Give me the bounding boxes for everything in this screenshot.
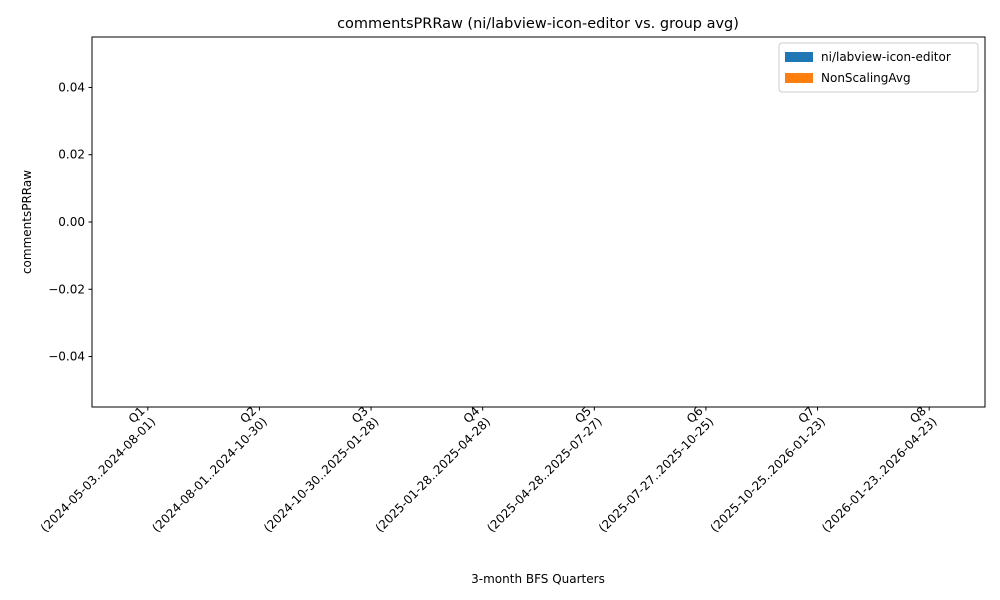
legend-entry-label: ni/labview-icon-editor <box>821 50 951 64</box>
y-tick-label: 0.00 <box>58 215 85 229</box>
chart-title: commentsPRRaw (ni/labview-icon-editor vs… <box>337 16 739 32</box>
y-tick-label: −0.04 <box>48 350 85 364</box>
y-tick-label: −0.02 <box>48 282 85 296</box>
x-axis-label: 3-month BFS Quarters <box>471 572 605 586</box>
y-axis-label: commentsPRRaw <box>20 170 34 274</box>
y-tick-label: 0.04 <box>58 80 85 94</box>
y-tick-label: 0.02 <box>58 148 85 162</box>
legend-frame <box>778 42 979 93</box>
legend: ni/labview-icon-editor NonScalingAvg <box>778 42 979 93</box>
legend-entry-label: NonScalingAvg <box>821 71 911 85</box>
legend-swatch <box>785 52 813 62</box>
y-axis: −0.04 −0.02 0.00 0.02 0.04 <box>48 80 92 364</box>
legend-swatch <box>785 73 813 83</box>
